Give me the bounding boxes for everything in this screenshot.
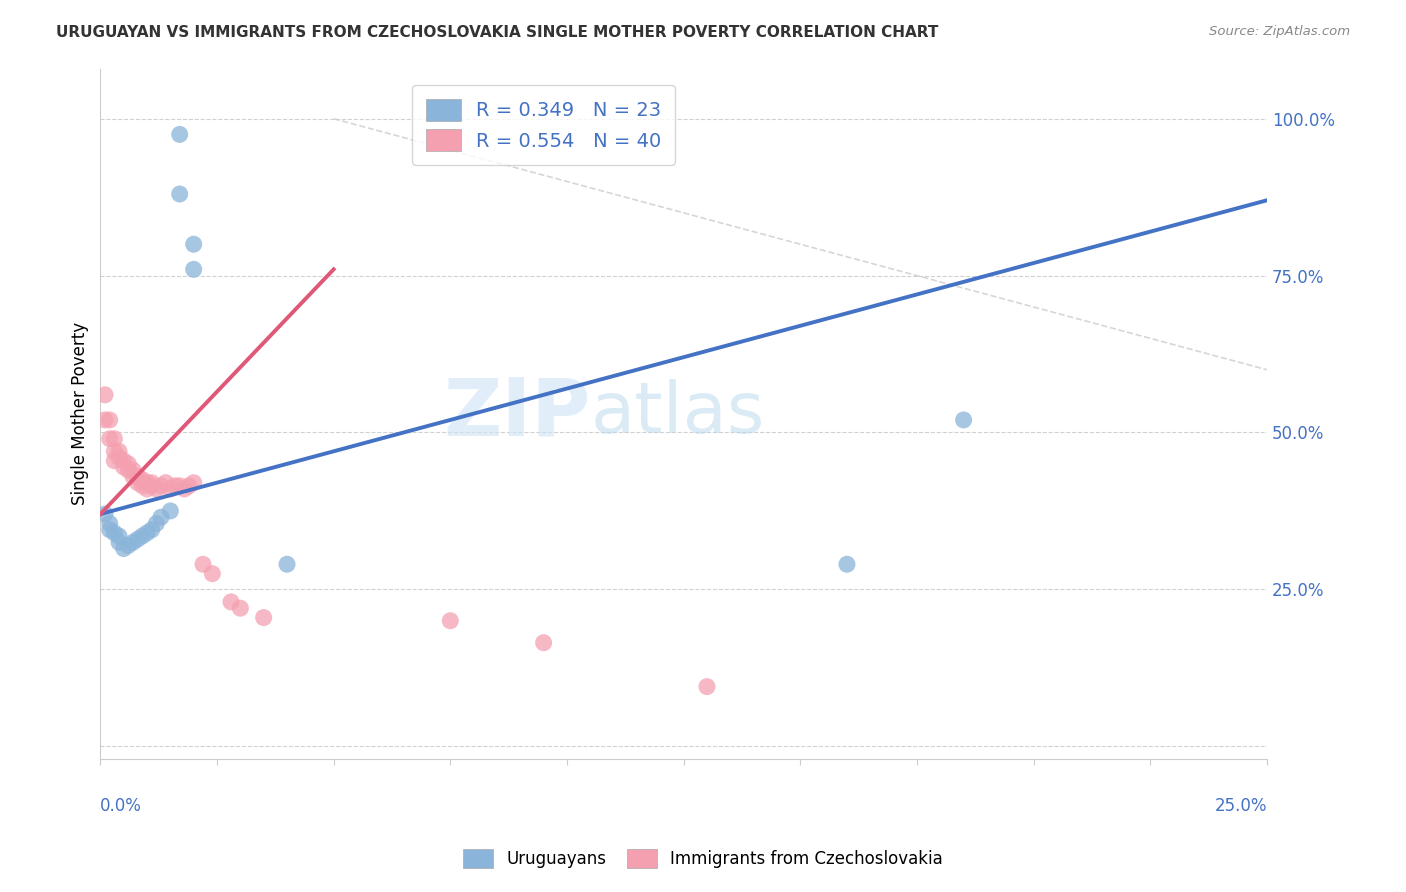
Point [108,535,131,549]
Point [163,479,186,493]
Legend: Uruguayans, Immigrants from Czechoslovakia: Uruguayans, Immigrants from Czechoslovak… [457,843,949,875]
Point [136,482,159,496]
Point [112,541,135,556]
Point [173,482,195,496]
Point [112,460,135,475]
Text: 0.0%: 0.0% [100,797,142,814]
Point [127,532,149,546]
Point [98,413,121,427]
Point [145,516,167,531]
Point [253,610,276,624]
Point [112,453,135,467]
Text: atlas: atlas [591,379,765,448]
Point [98,516,121,531]
Point [696,680,718,694]
Y-axis label: Single Mother Poverty: Single Mother Poverty [72,322,89,505]
Point [136,475,159,490]
Point [533,636,555,650]
Point [103,444,125,458]
Point [169,187,191,202]
Point [127,469,149,483]
Point [219,595,242,609]
Point [169,479,191,493]
Point [952,413,974,427]
Point [122,535,145,549]
Point [103,453,125,467]
Point [98,432,121,446]
Point [94,507,117,521]
Point [155,475,177,490]
Point [276,558,298,572]
Point [183,475,205,490]
Point [136,525,159,540]
Point [159,482,181,496]
Point [141,475,163,490]
Point [183,262,205,277]
Legend: R = 0.349   N = 23, R = 0.554   N = 40: R = 0.349 N = 23, R = 0.554 N = 40 [412,85,675,165]
Point [141,523,163,537]
Point [169,128,191,142]
Text: URUGUAYAN VS IMMIGRANTS FROM CZECHOSLOVAKIA SINGLE MOTHER POVERTY CORRELATION CH: URUGUAYAN VS IMMIGRANTS FROM CZECHOSLOVA… [56,25,939,40]
Point [177,479,200,493]
Point [103,432,125,446]
Point [141,479,163,493]
Point [108,444,131,458]
Point [191,558,214,572]
Point [150,510,173,524]
Point [98,523,121,537]
Point [117,538,139,552]
Point [117,463,139,477]
Point [94,413,117,427]
Point [127,475,149,490]
Point [439,614,461,628]
Point [103,525,125,540]
Point [201,566,224,581]
Text: Source: ZipAtlas.com: Source: ZipAtlas.com [1209,25,1350,38]
Point [131,473,153,487]
Point [122,469,145,483]
Point [183,237,205,252]
Point [122,463,145,477]
Point [94,388,117,402]
Point [108,529,131,543]
Point [131,529,153,543]
Text: ZIP: ZIP [443,375,591,452]
Point [117,457,139,471]
Point [229,601,252,615]
Point [145,482,167,496]
Point [150,479,173,493]
Point [108,450,131,465]
Text: 25.0%: 25.0% [1215,797,1267,814]
Point [131,479,153,493]
Point [835,558,858,572]
Point [159,504,181,518]
